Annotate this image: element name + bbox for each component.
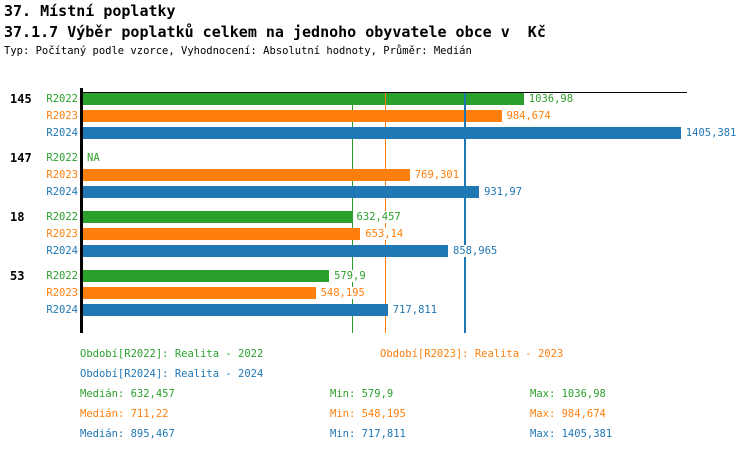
series-label: R2024 (46, 186, 78, 198)
stat-min-r2024: Min: 717,811 (330, 428, 406, 440)
bar-53-r2024 (82, 304, 388, 316)
series-label: R2023 (46, 287, 78, 299)
series-label: R2023 (46, 228, 78, 240)
bar-row: R2024 931,97 (0, 186, 750, 198)
bar-value-label: NA (86, 152, 101, 164)
median-line-r2024 (463, 92, 466, 333)
bar-row: R2022 1036,98 (0, 93, 750, 105)
bar-53-r2022 (82, 270, 330, 282)
bar-row: R2024 858,965 (0, 245, 750, 257)
bar-row: R2022 NA (0, 152, 750, 164)
group-label-147: 147 (10, 151, 32, 165)
stat-min-r2023: Min: 548,195 (330, 408, 406, 420)
bar-row: R2023 769,301 (0, 169, 750, 181)
bar-145-r2022 (82, 93, 524, 105)
report-subtitle: 37.1.7 Výběr poplatků celkem na jednoho … (4, 23, 546, 41)
legend-item-r2024: Období[R2024]: Realita - 2024 (80, 368, 264, 380)
stat-max-r2022: Max: 1036,98 (530, 388, 606, 400)
stat-median-r2023: Medián: 711,22 (80, 408, 169, 420)
series-label: R2023 (46, 110, 78, 122)
bar-value-label: 717,811 (391, 304, 439, 316)
bar-value-label: 931,97 (483, 186, 524, 198)
bar-147-r2023 (82, 169, 410, 181)
series-label: R2022 (46, 270, 78, 282)
legend-item-r2023: Období[R2023]: Realita - 2023 (380, 348, 564, 360)
series-label: R2024 (46, 304, 78, 316)
bar-row: R2022 632,457 (0, 211, 750, 223)
stat-max-r2023: Max: 984,674 (530, 408, 606, 420)
bar-value-label: 548,195 (319, 287, 366, 299)
bar-value-label: 769,301 (413, 169, 461, 181)
bar-value-label: 1036,98 (527, 93, 575, 105)
bar-145-r2024 (82, 127, 681, 139)
stat-median-r2022: Medián: 632,457 (80, 388, 175, 400)
stat-median-r2024: Medián: 895,467 (80, 428, 175, 440)
bar-18-r2022 (82, 211, 352, 223)
bar-145-r2023 (82, 110, 502, 122)
bar-value-label: 632,457 (355, 211, 402, 223)
series-label: R2022 (46, 211, 78, 223)
y-axis-line (80, 88, 83, 333)
bar-chart: 145 147 18 53 R2022 1036,98 R2023 984,67… (0, 88, 750, 340)
group-label-145: 145 (10, 92, 32, 106)
series-label: R2022 (46, 152, 78, 164)
report-meta: Typ: Počítaný podle vzorce, Vyhodnocení:… (4, 45, 472, 57)
series-label: R2024 (46, 127, 78, 139)
report-title: 37. Místní poplatky (4, 2, 176, 20)
bar-row: R2023 984,674 (0, 110, 750, 122)
bar-18-r2023 (82, 228, 361, 240)
bar-value-label: 579,9 (333, 270, 367, 282)
median-line-r2022 (351, 92, 353, 333)
group-label-53: 53 (10, 269, 25, 283)
bar-row: R2022 579,9 (0, 270, 750, 282)
bar-row: R2024 717,811 (0, 304, 750, 316)
stat-min-r2022: Min: 579,9 (330, 388, 394, 400)
x-axis-line (82, 92, 687, 93)
bar-value-label: 984,674 (505, 110, 552, 122)
bar-value-label: 653,14 (364, 228, 405, 240)
bar-value-label: 1405,381 (684, 127, 738, 139)
series-label: R2023 (46, 169, 78, 181)
group-label-18: 18 (10, 210, 25, 224)
bar-row: R2023 653,14 (0, 228, 750, 240)
bar-row: R2023 548,195 (0, 287, 750, 299)
bar-18-r2024 (82, 245, 448, 257)
stat-max-r2024: Max: 1405,381 (530, 428, 613, 440)
bar-value-label: 858,965 (452, 245, 499, 257)
bar-147-r2024 (82, 186, 480, 198)
bar-53-r2023 (82, 287, 316, 299)
series-label: R2022 (46, 93, 78, 105)
series-label: R2024 (46, 245, 78, 257)
bar-row: R2024 1405,381 (0, 127, 750, 139)
legend-item-r2022: Období[R2022]: Realita - 2022 (80, 348, 264, 360)
